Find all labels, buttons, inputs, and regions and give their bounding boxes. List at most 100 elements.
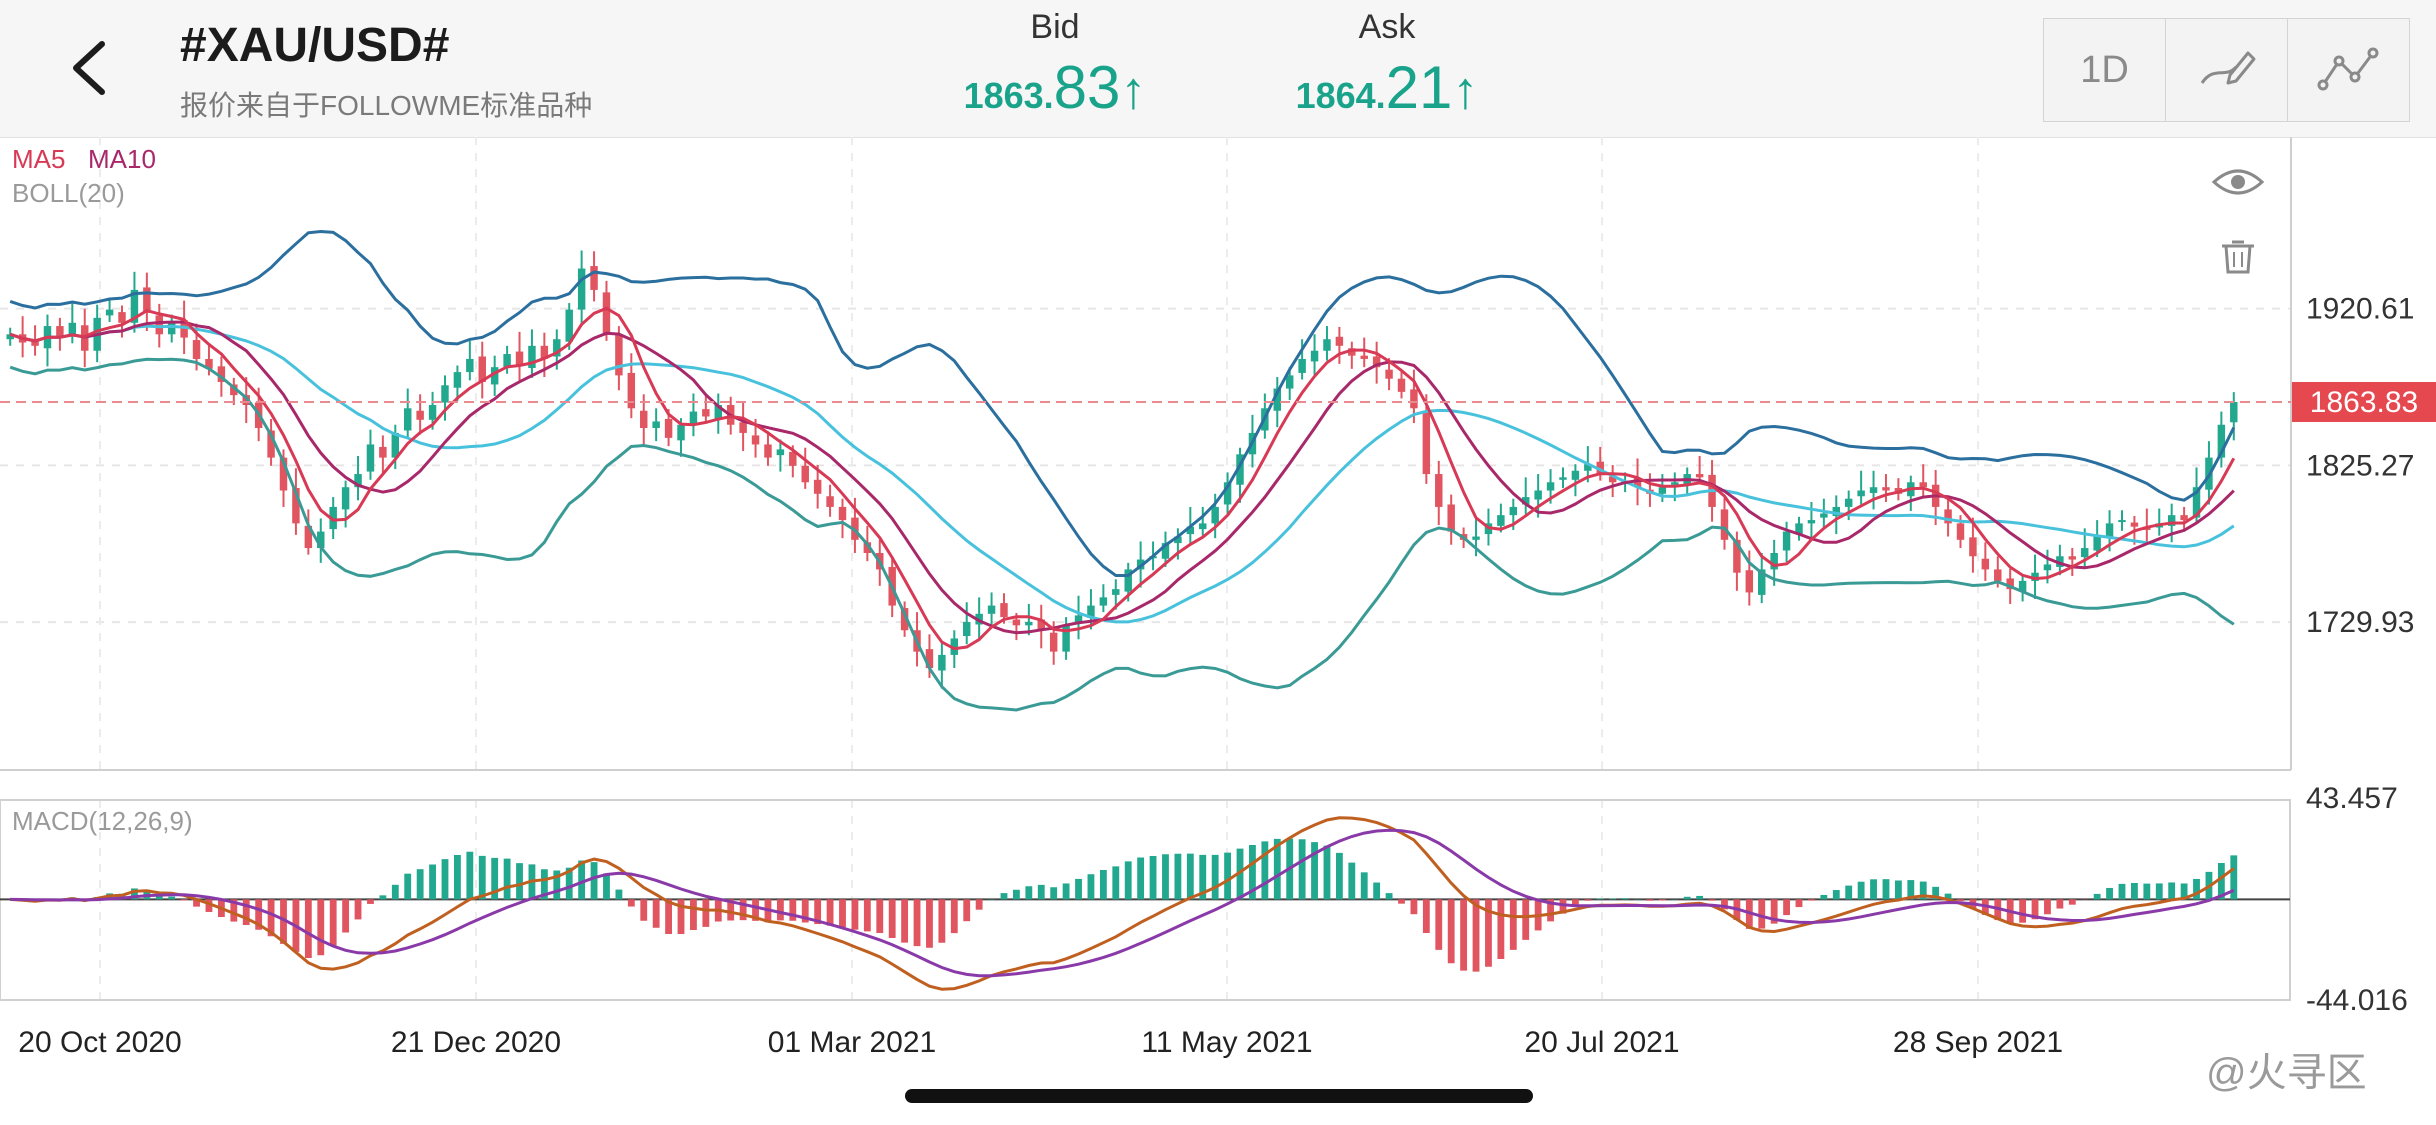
header-bar: #XAU/USD# 报价来自于FOLLOWME标准品种 Bid 1863.83↑… [0,0,2436,138]
candle-body [2093,536,2101,551]
candle-body [2056,556,2064,567]
candle-body [1025,622,1033,626]
candle-body [490,367,499,385]
boll-legend[interactable]: BOLL(20) [12,178,125,208]
boll-lower-line [9,357,2235,712]
candle-body [1509,506,1518,516]
bid-price-dec: 83 [1053,54,1121,121]
x-tick-3: 01 Mar 2021 [768,1026,936,1059]
chart-toolbar: 1D [2043,18,2410,122]
ma5-line [9,306,2236,651]
candle-body [1099,597,1108,606]
candle-body [1608,476,1617,483]
candle-body [143,287,151,313]
candle-body [1074,615,1083,623]
candle-body [341,487,350,510]
ask-quote: Ask 1864.21↑ [1282,8,1492,122]
candle-body [130,289,139,323]
candle-body [453,372,462,388]
candle-body [1087,605,1095,618]
candle-body [1758,569,1766,595]
macd-max-label: 43.457 [2306,782,2398,815]
ma5-legend[interactable]: MA5 [12,144,65,174]
candle-body [1584,464,1592,471]
candle-body [515,351,524,366]
candle-body [1546,482,1555,491]
candle-body [217,366,226,382]
candle-body [1447,504,1455,532]
candle-body [466,358,474,373]
candle-body [1472,536,1480,540]
candle-body [304,525,313,549]
candle-body [441,385,449,403]
candle-body [1062,625,1070,652]
macd-legend[interactable]: MACD(12,26,9) [12,806,193,836]
bid-quote: Bid 1863.83↑ [950,8,1160,122]
candle-body [1956,523,1965,540]
current-price-label: 1863.83 [2310,386,2418,419]
candle-body [863,542,872,553]
x-tick-2: 21 Dec 2020 [391,1026,561,1059]
candle-body [354,474,362,488]
candle-body [1633,478,1642,488]
candle-body [1372,356,1381,368]
candle-body [1211,506,1219,524]
candle-body [1882,487,1890,491]
candle-body [1869,487,1878,493]
candle-body [751,435,760,445]
candle-body [1422,410,1431,475]
candle-body [205,358,213,369]
bid-price-int: 1863. [963,75,1054,116]
candle-body [1310,350,1319,362]
symbol-title: #XAU/USD# [180,19,450,72]
candle-body [764,444,772,458]
candle-body [640,410,648,429]
candle-body [1348,348,1356,356]
candle-body [677,424,685,441]
indicator-button[interactable] [2288,19,2409,121]
candle-body [1049,632,1058,652]
candle-body [317,531,325,549]
candle-body [590,266,598,290]
candle-body [2031,572,2039,581]
bid-up-arrow-icon: ↑ [1120,62,1147,120]
candle-body [1323,339,1331,351]
candle-body [105,309,114,316]
line-chart-icon [2317,47,2378,91]
draw-tool-button[interactable] [2166,19,2288,121]
candle-body [391,432,400,458]
candle-body [329,506,337,530]
candle-body [1720,509,1729,540]
home-indicator[interactable] [905,1089,1533,1103]
candle-body [652,421,660,429]
candle-body [950,638,959,655]
candle-body [2068,556,2077,560]
candle-body [1559,477,1567,480]
candle-body [1571,470,1580,480]
ma10-legend[interactable]: MA10 [88,144,156,174]
candle-body [925,649,934,669]
ma10-line [9,320,2235,635]
candle-body [2217,424,2226,458]
candle-body [230,384,238,396]
candle-body [987,605,996,614]
candle-body [565,309,573,342]
candle-body [192,340,201,359]
candle-body [1174,536,1182,544]
timeframe-button[interactable]: 1D [2044,19,2166,121]
candle-body [2230,401,2238,423]
trash-icon[interactable] [2222,240,2254,274]
candle-body [553,339,561,357]
macd-layer [0,816,2290,991]
candle-body [1944,509,1952,524]
ask-label: Ask [1358,8,1416,46]
candle-body [267,430,275,458]
candle-body [2043,564,2052,571]
candle-body [577,268,586,310]
candle-body [826,496,834,507]
eye-icon[interactable] [2211,169,2265,195]
candle-body [1186,526,1195,535]
candle-body [1112,589,1120,595]
back-arrow-icon[interactable] [62,38,122,98]
